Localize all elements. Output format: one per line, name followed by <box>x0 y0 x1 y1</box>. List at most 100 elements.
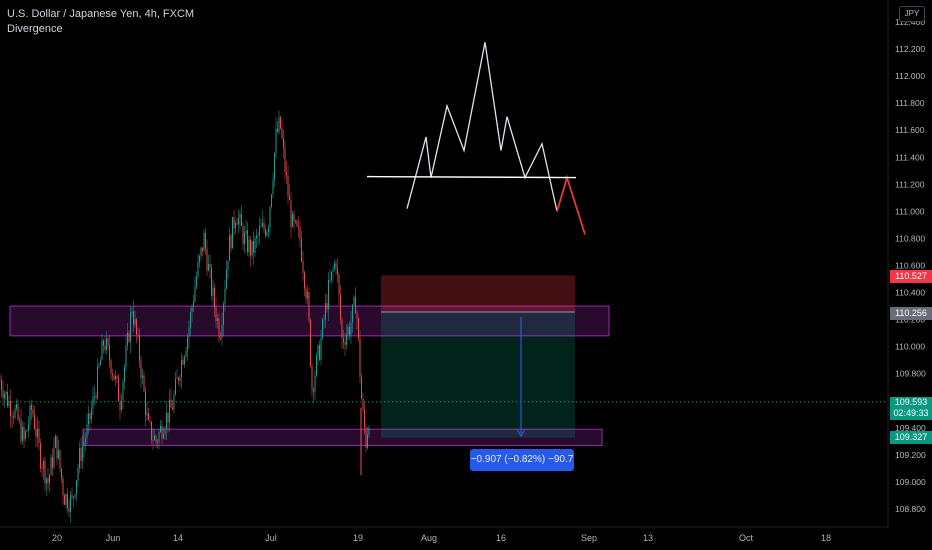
time-tick-label: Aug <box>421 533 437 543</box>
currency-label[interactable]: JPY <box>899 6 925 22</box>
take-profit-area <box>381 312 575 438</box>
candle-body <box>73 496 74 498</box>
candle-body <box>206 248 208 271</box>
candle-body <box>148 413 149 420</box>
candle-body <box>10 401 11 416</box>
candle-body <box>94 396 95 398</box>
candle-body <box>253 241 254 253</box>
candle-body <box>365 427 367 448</box>
candle-body <box>347 326 349 335</box>
candle-body <box>130 313 131 342</box>
candle-body <box>287 175 289 196</box>
candle-body <box>17 404 19 420</box>
candle-body <box>251 241 253 256</box>
candle-body <box>307 292 308 299</box>
candle-body <box>76 480 77 495</box>
candle-body <box>164 429 166 435</box>
price-tick-label: 109.200 <box>895 450 926 460</box>
candle-body <box>151 421 152 440</box>
candle-body <box>352 304 353 323</box>
candle-body <box>1 380 2 391</box>
candle-body <box>197 262 199 277</box>
candle-body <box>356 313 358 319</box>
indicator-name[interactable]: Divergence <box>7 23 63 35</box>
candle-body <box>364 409 365 428</box>
candle-body <box>290 200 292 227</box>
candle-body <box>185 351 187 357</box>
candle-body <box>5 391 7 395</box>
candle-body <box>155 436 157 443</box>
candle-body <box>238 218 239 225</box>
candle-body <box>332 269 334 272</box>
candle-body <box>182 359 184 365</box>
candle-body <box>341 319 343 339</box>
candle-body <box>335 263 337 268</box>
neckline <box>366 175 577 179</box>
candle-body <box>118 378 119 402</box>
price-tick-label: 112.200 <box>895 44 925 54</box>
candle-body <box>359 338 361 377</box>
candle-body <box>152 439 154 441</box>
time-tick-label: Jul <box>265 533 277 543</box>
candle-body <box>70 495 71 512</box>
target-price-tag: 109.327 <box>890 431 932 444</box>
time-axis: 20 Jun 14 Jul 19 Aug 16 Sep 13 Oct 18 <box>52 533 831 543</box>
price-tick-label: 110.600 <box>895 261 925 271</box>
candle-body <box>46 478 47 484</box>
candle-body <box>64 495 65 505</box>
candle-body <box>13 416 14 418</box>
candle-body <box>112 373 113 376</box>
candle-body <box>115 375 116 380</box>
candle-body <box>212 287 214 296</box>
candle-body <box>190 312 191 328</box>
candle-body <box>65 494 67 505</box>
candle-body <box>344 342 346 345</box>
candle-body <box>230 235 232 249</box>
candle-body <box>334 263 335 270</box>
entry-price-tag: 110.256 <box>890 307 932 320</box>
candle-body <box>299 227 301 240</box>
candle-body <box>106 338 107 350</box>
candle-body <box>89 413 91 420</box>
candle-body <box>124 366 125 382</box>
candle-body <box>95 396 97 399</box>
candle-body <box>205 232 206 249</box>
candle-body <box>202 247 203 252</box>
candle-body <box>331 271 332 280</box>
candle-body <box>32 409 34 415</box>
time-tick-label: 16 <box>496 533 506 543</box>
candle-body <box>52 457 53 468</box>
candle-body <box>254 238 256 253</box>
price-tick-label: 112.400 <box>895 17 925 27</box>
candle-body <box>19 419 20 421</box>
candle-body <box>323 319 325 321</box>
candle-body <box>134 319 136 325</box>
candle-body <box>191 306 193 313</box>
symbol-title[interactable]: U.S. Dollar / Japanese Yen, 4h, FXCM <box>7 8 195 20</box>
time-tick-label: 18 <box>821 533 831 543</box>
candle-body <box>178 377 179 381</box>
candle-body <box>241 213 242 226</box>
candle-body <box>175 378 176 395</box>
candle-body <box>259 226 260 236</box>
candle-body <box>214 287 215 308</box>
candle-body <box>113 375 115 380</box>
candle-body <box>16 404 17 409</box>
candle-body <box>82 446 83 461</box>
candle-body <box>47 478 49 484</box>
candle-body <box>301 239 302 261</box>
candle-body <box>368 427 370 435</box>
candle-body <box>158 432 160 443</box>
candle-body <box>203 232 205 252</box>
candle-body <box>194 286 196 302</box>
candle-body <box>226 269 227 289</box>
candle-body <box>109 345 110 361</box>
time-tick-label: 14 <box>173 533 183 543</box>
candle-body <box>328 279 329 310</box>
candle-body <box>56 435 58 459</box>
candle-body <box>122 381 124 401</box>
candle-body <box>338 273 340 295</box>
candle-body <box>211 267 212 296</box>
candle-body <box>275 128 277 154</box>
